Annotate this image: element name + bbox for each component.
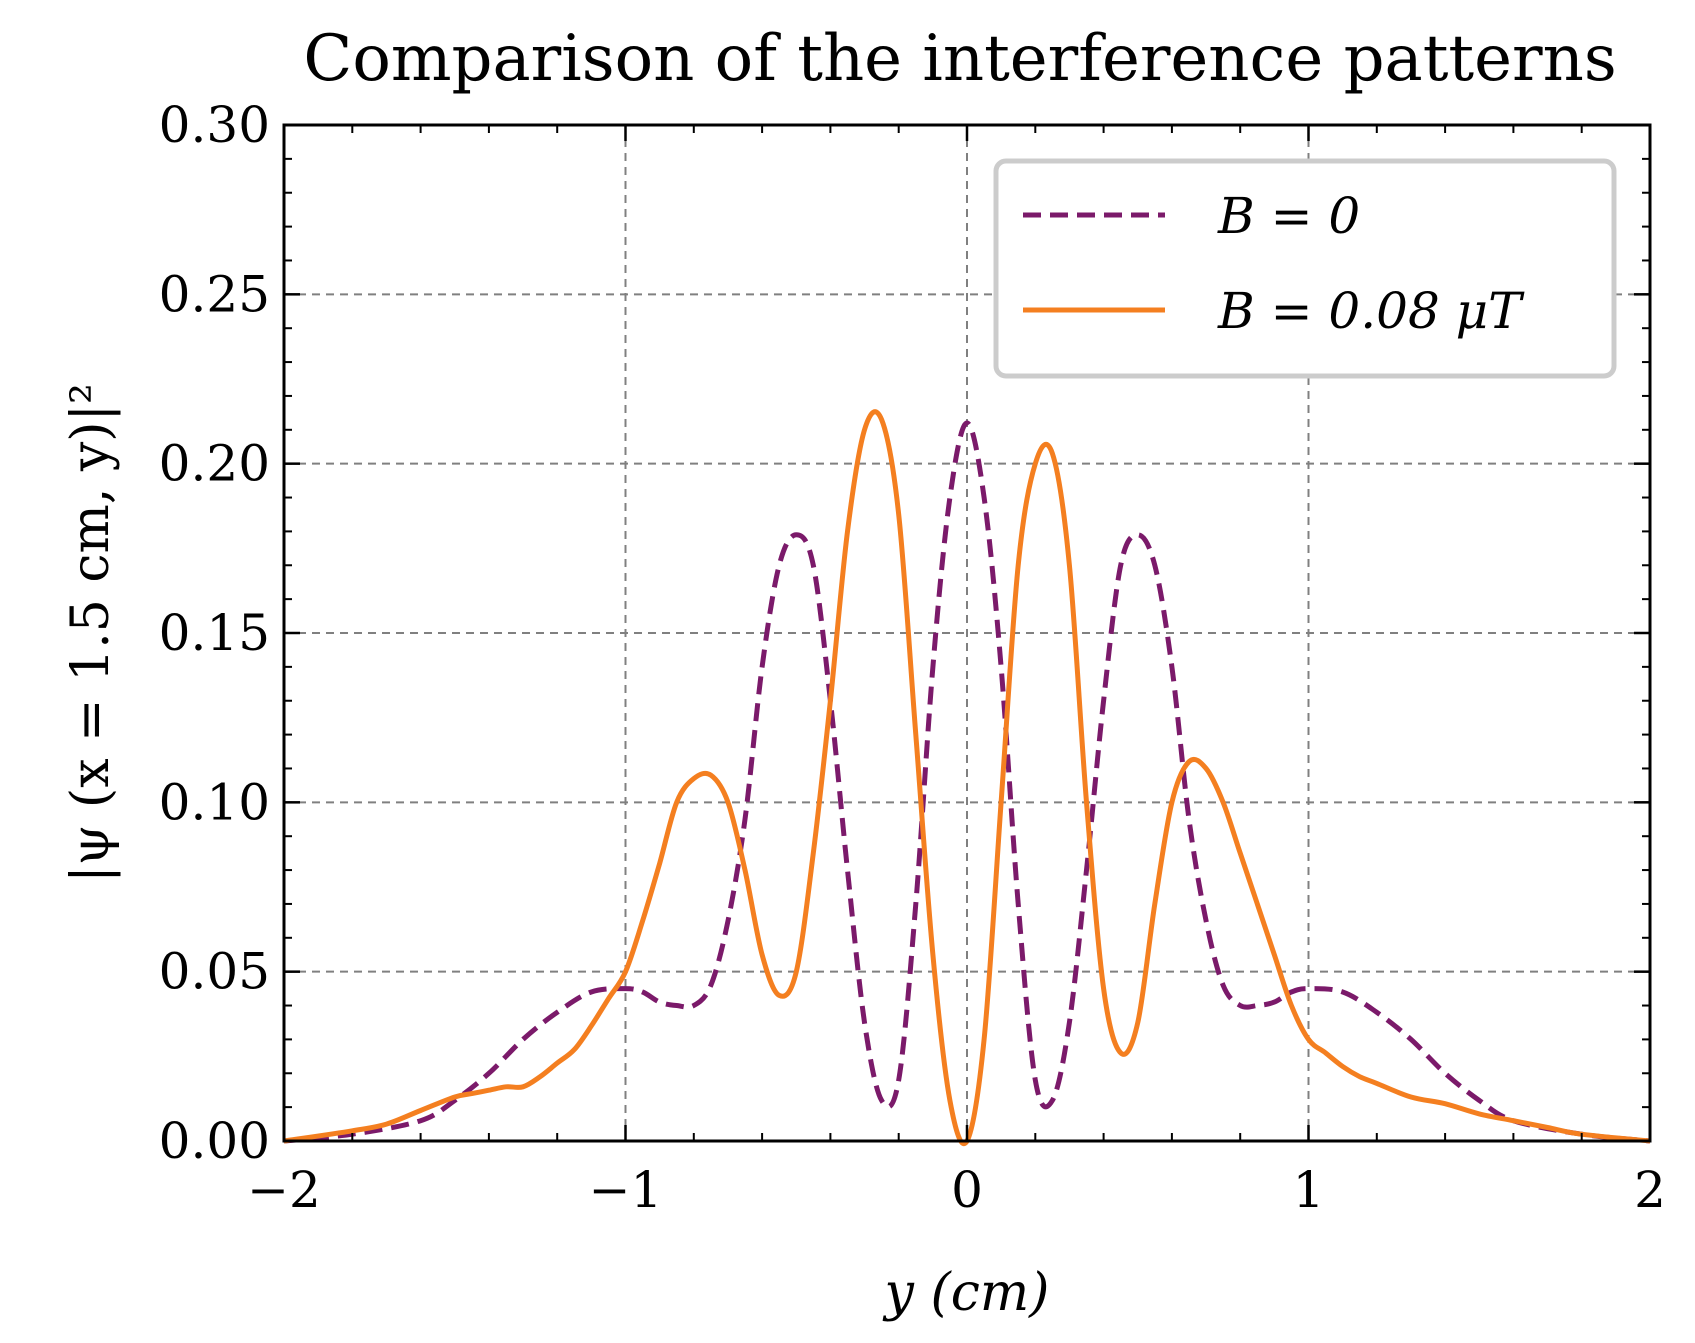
x-axis-label: y (cm) [883,1263,1050,1323]
legend-label-b008: B = 0.08 μT [1217,282,1525,340]
ticks-layer: −2 −1 0 1 2 0.00 0.05 0.10 0.15 0.20 0.25 0.30 [159,96,1666,1219]
legend-label-b0: B = 0 [1217,187,1360,245]
series-line-b0 [283,420,1651,1144]
legend-box [993,158,1617,379]
x-tick-label: 1 [1293,1161,1325,1219]
y-axis-label: |ψ (x = 1.5 cm, y)|² [61,383,121,883]
legend: B = 0 B = 0.08 μT [993,158,1617,379]
series-layer [283,409,1651,1146]
y-tick-label: 0.10 [159,773,270,831]
x-tick-label: 0 [951,1161,983,1219]
y-tick-label: 0.30 [159,96,270,154]
x-tick-label: −2 [247,1161,321,1219]
y-tick-label: 0.05 [159,943,270,1001]
y-tick-label: 0.00 [159,1112,270,1170]
x-tick-label: −1 [589,1161,663,1219]
y-tick-label: 0.15 [159,604,270,662]
y-tick-label: 0.20 [159,435,270,493]
y-tick-label: 0.25 [159,265,270,323]
x-tick-label: 2 [1634,1161,1666,1219]
series-line-b008 [283,409,1651,1146]
chart-title: Comparison of the interference patterns [303,22,1616,96]
